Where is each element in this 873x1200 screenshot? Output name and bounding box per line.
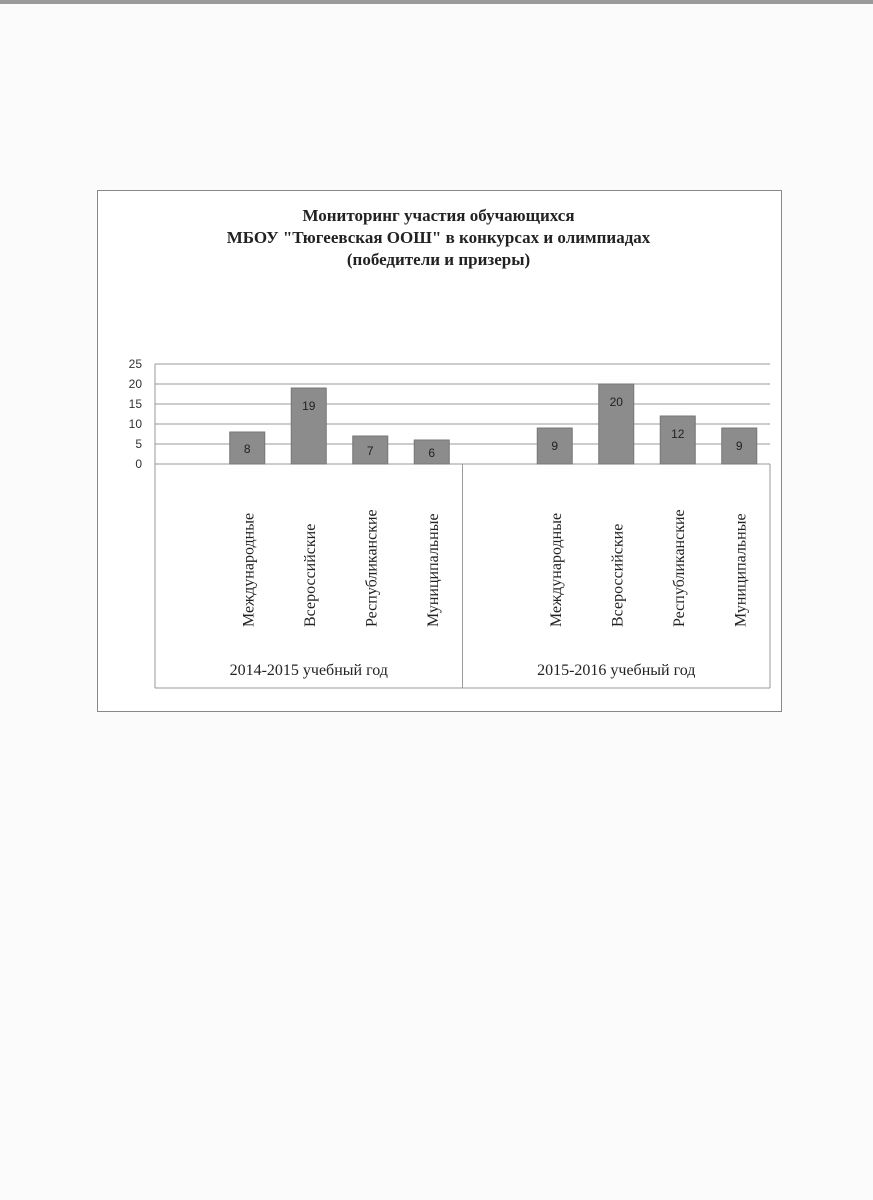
data-label: 9 xyxy=(551,439,558,453)
bar xyxy=(413,439,450,465)
category-label: Всероссийские xyxy=(609,524,626,627)
chart-title-line-1: Мониторинг участия обучающихся xyxy=(302,206,575,225)
bar xyxy=(721,427,758,465)
bar xyxy=(659,415,696,465)
category-label: Всероссийские xyxy=(302,524,319,627)
data-label: 12 xyxy=(671,427,685,441)
group-label: 2014-2015 учебный год xyxy=(230,662,388,679)
category-label: Республиканские xyxy=(363,509,380,627)
data-label: 20 xyxy=(610,395,624,409)
category-label: Муниципальные xyxy=(425,513,442,627)
chart-title: Мониторинг участия обучающихся МБОУ "Тюг… xyxy=(97,205,780,271)
y-tick-label: 20 xyxy=(129,377,143,391)
data-label: 6 xyxy=(428,446,435,460)
y-tick-label: 25 xyxy=(129,357,143,371)
scan-edge xyxy=(0,0,873,4)
group-label: 2015-2016 учебный год xyxy=(537,662,695,679)
category-label: Международные xyxy=(240,513,257,627)
data-label: 7 xyxy=(367,444,374,458)
y-tick-label: 5 xyxy=(135,437,142,451)
category-label: Международные xyxy=(548,513,565,627)
bar xyxy=(536,427,573,465)
bar xyxy=(598,383,635,465)
category-label: Муниципальные xyxy=(732,513,749,627)
bar xyxy=(352,435,389,465)
data-label: 19 xyxy=(302,399,316,413)
chart-title-line-3: (победители и призеры) xyxy=(346,250,531,269)
y-tick-label: 0 xyxy=(135,457,142,471)
y-tick-label: 15 xyxy=(129,397,143,411)
data-label: 9 xyxy=(736,439,743,453)
chart-title-line-2: МБОУ "Тюгеевская ООШ" в конкурсах и олим… xyxy=(226,228,651,247)
bar xyxy=(290,387,327,465)
category-label: Республиканские xyxy=(671,509,688,627)
bar xyxy=(229,431,266,465)
data-label: 8 xyxy=(244,442,251,456)
y-tick-label: 10 xyxy=(129,417,143,431)
